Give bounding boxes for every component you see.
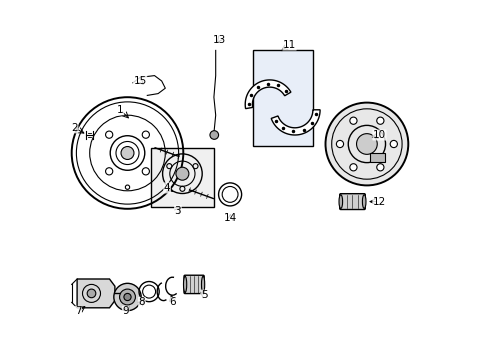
Text: 6: 6: [169, 297, 176, 307]
Circle shape: [176, 167, 188, 180]
Circle shape: [120, 289, 135, 305]
Text: 14: 14: [223, 213, 236, 223]
Circle shape: [376, 117, 383, 124]
Text: 11: 11: [282, 40, 296, 50]
Text: 13: 13: [212, 35, 225, 45]
Bar: [253, 50, 312, 146]
Text: 3: 3: [174, 206, 181, 216]
FancyBboxPatch shape: [339, 194, 365, 210]
Ellipse shape: [183, 276, 186, 292]
Ellipse shape: [201, 276, 204, 292]
Circle shape: [349, 164, 356, 171]
Polygon shape: [77, 279, 115, 308]
Polygon shape: [271, 110, 320, 135]
Circle shape: [123, 293, 131, 301]
Circle shape: [209, 131, 218, 139]
Ellipse shape: [362, 195, 365, 208]
Text: 9: 9: [122, 306, 129, 316]
Text: 2: 2: [71, 123, 78, 133]
Text: 10: 10: [372, 130, 385, 140]
FancyBboxPatch shape: [183, 275, 204, 294]
Polygon shape: [244, 80, 290, 109]
Text: 7: 7: [75, 306, 81, 316]
Text: 1: 1: [117, 105, 123, 115]
Circle shape: [121, 147, 134, 159]
Circle shape: [349, 117, 356, 124]
Circle shape: [87, 289, 96, 298]
Ellipse shape: [338, 195, 342, 208]
Circle shape: [376, 164, 383, 171]
Text: 15: 15: [133, 76, 146, 86]
Circle shape: [356, 134, 376, 154]
Circle shape: [114, 283, 141, 311]
Bar: [370, 153, 384, 162]
Text: 12: 12: [372, 197, 386, 207]
Circle shape: [336, 140, 343, 148]
Circle shape: [389, 140, 397, 148]
Text: 4: 4: [163, 183, 170, 193]
Circle shape: [325, 103, 407, 185]
Text: 8: 8: [138, 297, 145, 307]
Bar: [151, 148, 213, 207]
Text: 5: 5: [201, 290, 207, 300]
